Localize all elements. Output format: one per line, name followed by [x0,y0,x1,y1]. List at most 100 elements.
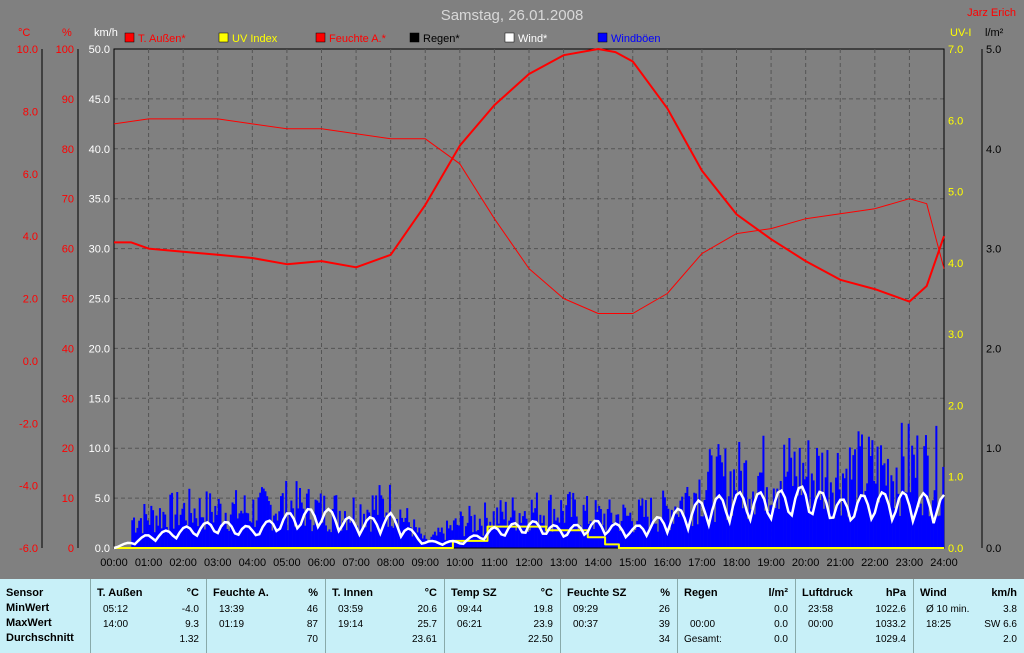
gust-bar [328,529,331,548]
temp-tick-label: 4.0 [23,231,38,243]
x-tick-label: 11:00 [481,557,508,569]
gust-bar [321,522,324,548]
max-time: 01:19 [219,619,245,630]
gust-bar [478,518,481,548]
gust-bar [861,434,863,548]
gust-bar [729,471,732,548]
gust-bar [703,499,706,548]
gust-bar [186,525,189,548]
gust-bar [828,512,831,548]
gust-bar [560,500,563,548]
gust-bar [504,501,507,548]
gust-bar [797,495,800,548]
gust-bar [662,490,665,548]
gust-bar [937,516,940,548]
gust-bar [907,423,910,548]
x-tick-label: 00:00 [100,557,128,569]
humidity-tick-label: 10 [62,493,74,505]
gust-bar [357,532,360,548]
gust-bar [205,491,208,548]
gust-bar [693,492,696,548]
max-value: SW 6.6 [984,619,1017,630]
gust-bar [155,515,158,548]
gust-bar [188,488,191,548]
x-tick-label: 03:00 [204,557,232,569]
gust-bar [203,529,206,548]
gust-bar [461,516,464,548]
gust-bar [283,517,286,548]
gust-bar [288,511,291,548]
gust-bar [866,483,869,548]
plot-area [113,48,945,550]
gust-bar [233,503,236,548]
gust-bar [139,518,142,548]
gust-bar [141,533,144,548]
gust-bar [532,512,535,548]
gust-bar [854,449,857,548]
gust-bar [612,523,614,548]
gust-bar [835,477,838,548]
gust-bar [900,422,903,548]
gust-bar [904,492,907,548]
gust-bar [814,497,817,548]
gust-bar [143,503,146,548]
min-value: 19.8 [533,604,553,615]
max-value: 87 [306,619,318,630]
gust-bar [548,500,551,548]
gust-bar [677,516,680,548]
max-time: 18:25 [926,619,952,630]
gust-bar [757,475,760,548]
gust-bar [451,530,454,548]
gust-bar [269,504,272,548]
gust-bar [394,523,397,548]
avg-value: 23.61 [411,634,437,645]
gust-bar [546,527,549,548]
gust-bar [214,505,217,548]
gust-bar [134,532,137,548]
x-tick-label: 15:00 [619,557,647,569]
gust-bar [158,508,161,548]
gust-bar [715,456,718,548]
gust-bar [366,509,369,548]
gust-bar [286,530,289,548]
gust-bar [518,513,521,548]
column-title: T. Außen [97,587,143,599]
gust-bar [395,518,398,548]
gust-bar [781,490,784,548]
gust-bar [241,513,244,548]
column-title: Wind [920,587,947,599]
column-title: Feuchte A. [213,587,269,599]
max-time: 19:14 [338,619,364,630]
avg-value: 22.50 [527,634,553,645]
gust-bar [658,518,661,548]
column-unit: km/h [991,587,1017,599]
table-column: T. Außen °C 05:12 -4.0 14:00 9.3 1.32 [90,579,206,653]
avg-value: 1029.4 [875,634,906,645]
x-tick-label: 12:00 [515,557,543,569]
gust-bar [805,476,808,548]
rain-tick-label: 1.0 [986,443,1001,455]
gust-bar [145,514,148,548]
gust-bar [293,526,296,548]
gust-bar [245,512,248,548]
temp-tick-label: 8.0 [23,106,38,118]
gust-bar [191,522,194,548]
humidity-tick-label: 80 [62,144,74,156]
avg-label: Gesamt: [684,634,722,645]
gust-bar [523,511,526,548]
gust-bar [881,465,884,548]
gust-bar [516,527,519,548]
humidity-tick-label: 100 [56,44,74,56]
gust-bar [579,525,582,548]
gust-bar [501,511,504,548]
gust-bar [309,519,312,548]
gust-bar [324,525,327,548]
gust-bar [368,512,371,548]
min-time: 03:59 [338,604,364,615]
gust-bar [363,513,365,548]
humidity-tick-label: 70 [62,194,74,206]
gust-bar [848,447,851,548]
gust-bar [210,511,213,548]
gust-bar [558,522,561,548]
gust-bar [736,495,739,548]
